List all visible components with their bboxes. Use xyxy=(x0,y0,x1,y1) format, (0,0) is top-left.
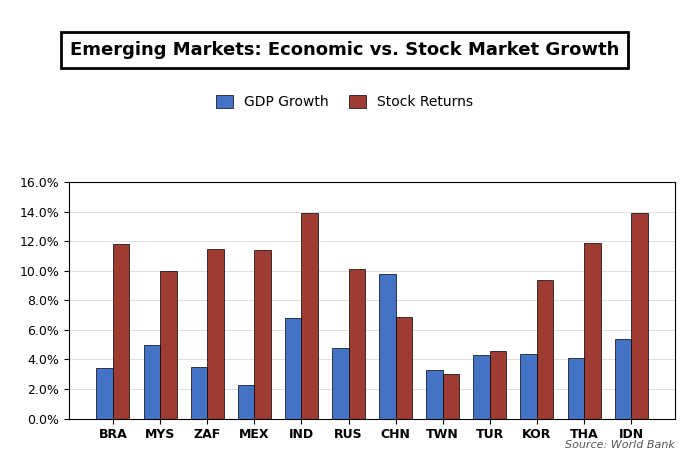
Bar xyxy=(490,351,506,419)
Bar xyxy=(113,244,130,419)
Bar xyxy=(473,355,490,419)
Bar xyxy=(301,213,318,419)
Text: Emerging Markets: Economic vs. Stock Market Growth: Emerging Markets: Economic vs. Stock Mar… xyxy=(70,41,619,59)
Bar xyxy=(285,318,301,419)
Bar xyxy=(207,248,224,419)
Bar xyxy=(160,271,176,419)
Bar xyxy=(96,369,113,419)
Bar xyxy=(191,367,207,419)
Bar xyxy=(143,345,160,419)
Bar xyxy=(254,250,271,419)
Bar xyxy=(238,384,254,419)
Bar xyxy=(443,374,459,419)
Bar xyxy=(520,354,537,419)
Bar xyxy=(568,358,584,419)
Bar xyxy=(537,279,553,419)
Bar xyxy=(631,213,648,419)
Bar xyxy=(426,370,443,419)
Bar xyxy=(584,243,601,419)
Bar xyxy=(395,317,412,419)
Bar xyxy=(379,273,395,419)
Bar xyxy=(332,348,349,419)
Text: Source: World Bank: Source: World Bank xyxy=(566,440,675,450)
Bar xyxy=(615,339,631,419)
Bar xyxy=(349,269,365,419)
Legend: GDP Growth, Stock Returns: GDP Growth, Stock Returns xyxy=(210,90,479,115)
